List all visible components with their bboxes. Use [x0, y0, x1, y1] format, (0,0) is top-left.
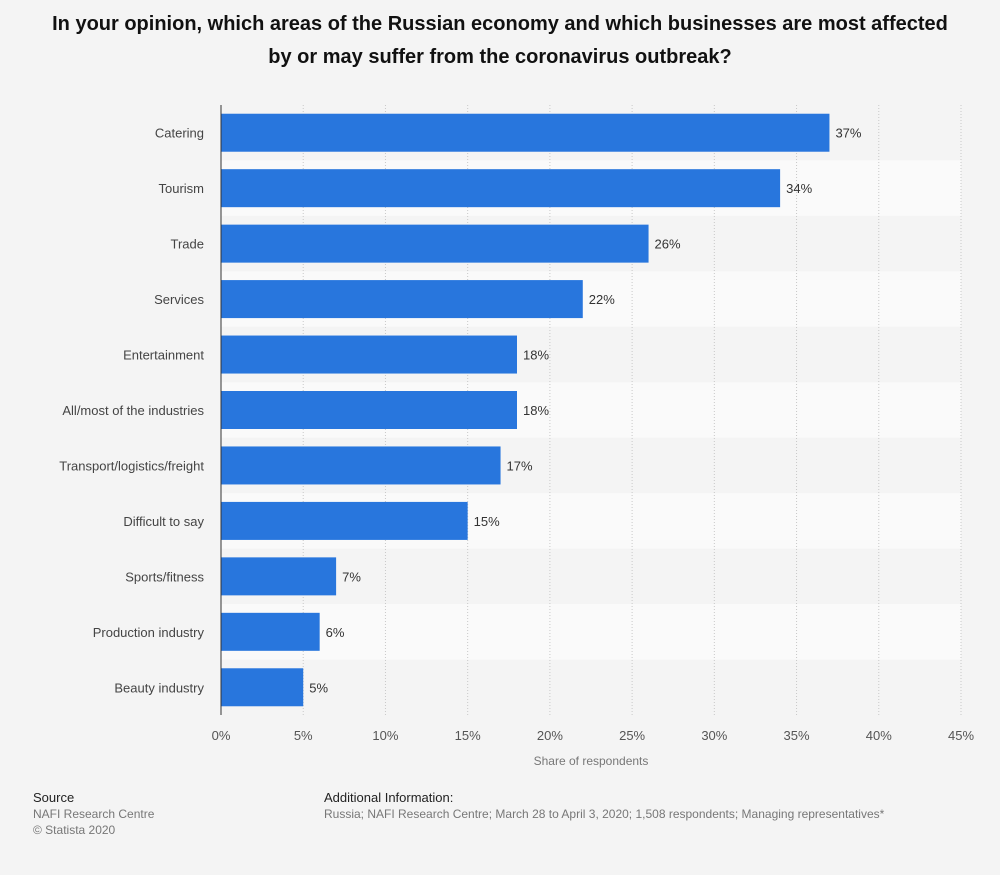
row-band: [221, 604, 961, 660]
x-tick-label: 10%: [372, 728, 398, 743]
category-label: Tourism: [158, 181, 204, 196]
bar: [221, 335, 517, 374]
x-tick-label: 20%: [537, 728, 563, 743]
bar: [221, 280, 583, 319]
bar: [221, 557, 337, 596]
category-label: Production industry: [93, 625, 205, 640]
row-band: [221, 659, 961, 715]
bar: [221, 612, 320, 651]
x-tick-label: 40%: [866, 728, 892, 743]
x-tick-label: 0%: [212, 728, 231, 743]
bar: [221, 668, 304, 707]
value-label: 5%: [309, 680, 328, 695]
x-tick-label: 35%: [784, 728, 810, 743]
category-label: Catering: [155, 126, 204, 141]
value-label: 17%: [507, 458, 533, 473]
x-tick-label: 5%: [294, 728, 313, 743]
bar: [221, 501, 468, 540]
value-label: 22%: [589, 292, 615, 307]
category-label: Trade: [171, 237, 204, 252]
additional-info-text: Russia; NAFI Research Centre; March 28 t…: [324, 807, 885, 821]
x-axis-title: Share of respondents: [534, 754, 649, 768]
additional-info-block: Additional Information: Russia; NAFI Res…: [324, 790, 884, 822]
x-tick-label: 15%: [455, 728, 481, 743]
value-label: 34%: [786, 181, 812, 196]
source-line: NAFI Research Centre: [33, 807, 155, 821]
category-label: Services: [154, 292, 204, 307]
category-label: Entertainment: [123, 348, 204, 363]
category-label: Sports/fitness: [125, 569, 204, 584]
bar: [221, 113, 830, 152]
category-label: Transport/logistics/freight: [59, 458, 204, 473]
bar: [221, 169, 781, 208]
bar: [221, 224, 649, 263]
bar-chart: 37% Catering 34% Tourism 26% Trade 22% Services…: [59, 105, 974, 768]
bar: [221, 391, 517, 429]
chart-title: In your opinion, which areas of the Russ…: [52, 13, 948, 68]
value-label: 26%: [655, 237, 681, 252]
additional-info-heading: Additional Information:: [324, 790, 454, 805]
category-label: Beauty industry: [114, 680, 204, 695]
x-tick-label: 25%: [619, 728, 645, 743]
row-band: [221, 548, 961, 605]
value-label: 18%: [523, 403, 549, 418]
copyright-line: © Statista 2020: [33, 823, 116, 837]
category-label: All/most of the industries: [62, 403, 204, 418]
value-label: 6%: [326, 625, 345, 640]
x-tick-label: 45%: [948, 728, 974, 743]
value-label: 37%: [835, 126, 861, 141]
value-label: 15%: [474, 514, 500, 529]
x-tick-label: 30%: [701, 728, 727, 743]
value-label: 7%: [342, 569, 361, 584]
value-label: 18%: [523, 348, 549, 363]
category-label: Difficult to say: [123, 514, 204, 529]
source-heading: Source: [33, 790, 75, 805]
bar: [221, 446, 501, 485]
source-block: Source NAFI Research Centre © Statista 2…: [33, 790, 154, 838]
